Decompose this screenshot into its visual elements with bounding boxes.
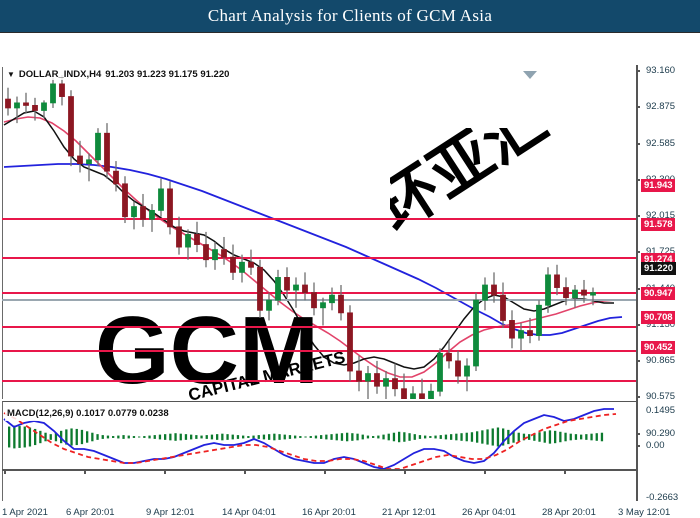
time-tick-3: 14 Apr 04:01 <box>222 507 276 518</box>
candlesticks-svg <box>5 75 596 399</box>
time-tick-5: 21 Apr 12:01 <box>382 507 436 518</box>
sr-line-90947 <box>2 326 636 328</box>
price-tick-8: 90.865 <box>646 355 676 366</box>
sr-line-90452 <box>2 380 636 382</box>
symbol-label: DOLLAR_INDX,H4 <box>18 69 102 80</box>
sr-line-91274 <box>2 292 636 294</box>
price-plot[interactable] <box>2 67 636 399</box>
symbol-header[interactable]: ▼ DOLLAR_INDX,H4 91.203 91.223 91.175 91… <box>5 69 232 80</box>
current-price-line <box>2 299 636 301</box>
time-tick-8: 3 May 12:01 <box>618 507 671 518</box>
macd-label: MACD(12,26,9) 0.1017 0.0779 0.0238 <box>7 408 169 419</box>
time-axis-rule <box>2 469 636 471</box>
ma-slow-blue <box>3 163 623 336</box>
macd-tick-1: 0.00 <box>646 440 665 451</box>
sr-line-91943 <box>2 218 636 220</box>
ma-signal-black <box>3 110 614 370</box>
chart-frame: GCM CAPITAL MARKETS 环亚汇市 <box>0 32 700 518</box>
page-title: Chart Analysis for Clients of GCM Asia <box>207 6 493 25</box>
macd-panel[interactable] <box>2 401 636 501</box>
time-tick-1: 6 Apr 20:01 <box>66 507 115 518</box>
time-tick-7: 28 Apr 20:01 <box>542 507 596 518</box>
price-level-tag-91578[interactable]: 91.578 <box>641 218 676 231</box>
price-tick-5: 91.725 <box>646 246 676 257</box>
macd-histogram <box>8 425 604 449</box>
macd-signal-line <box>3 412 617 470</box>
macd-line <box>3 408 614 470</box>
macd-tick-0: 0.1495 <box>646 405 676 416</box>
title-bar: Chart Analysis for Clients of GCM Asia <box>0 0 700 32</box>
sr-line-90708 <box>2 350 636 352</box>
price-tick-10: 90.290 <box>646 428 676 439</box>
macd-tick-2: -0.2663 <box>646 492 679 503</box>
price-tick-7: 91.150 <box>646 319 676 330</box>
price-tick-4: 92.015 <box>646 210 676 221</box>
current-price-tag: 91.220 <box>641 262 677 275</box>
time-tick-2: 9 Apr 12:01 <box>146 507 195 518</box>
price-tick-9: 90.575 <box>646 391 676 402</box>
macd-header[interactable]: MACD(12,26,9) 0.1017 0.0779 0.0238 <box>5 403 171 421</box>
price-axis-rule <box>636 65 638 501</box>
time-tick-0: 1 Apr 2021 <box>2 507 48 518</box>
chevron-down-icon[interactable]: ▼ <box>7 69 15 79</box>
chart-marker-triangle <box>523 71 537 79</box>
macd-series-svg <box>3 408 617 470</box>
price-tick-1: 92.875 <box>646 101 676 112</box>
time-tick-6: 26 Apr 04:01 <box>462 507 516 518</box>
time-tick-4: 16 Apr 20:01 <box>302 507 356 518</box>
price-tick-2: 92.585 <box>646 138 676 149</box>
price-level-tag-90452[interactable]: 90.452 <box>641 341 676 354</box>
price-level-tag-90708[interactable]: 90.708 <box>641 311 676 324</box>
price-level-tag-90947[interactable]: 90.947 <box>641 287 676 300</box>
symbol-ohlc: 91.203 91.223 91.175 91.220 <box>105 69 230 80</box>
price-tick-0: 93.160 <box>646 65 676 76</box>
price-level-tag-91943[interactable]: 91.943 <box>641 179 676 192</box>
sr-line-91578 <box>2 257 636 259</box>
